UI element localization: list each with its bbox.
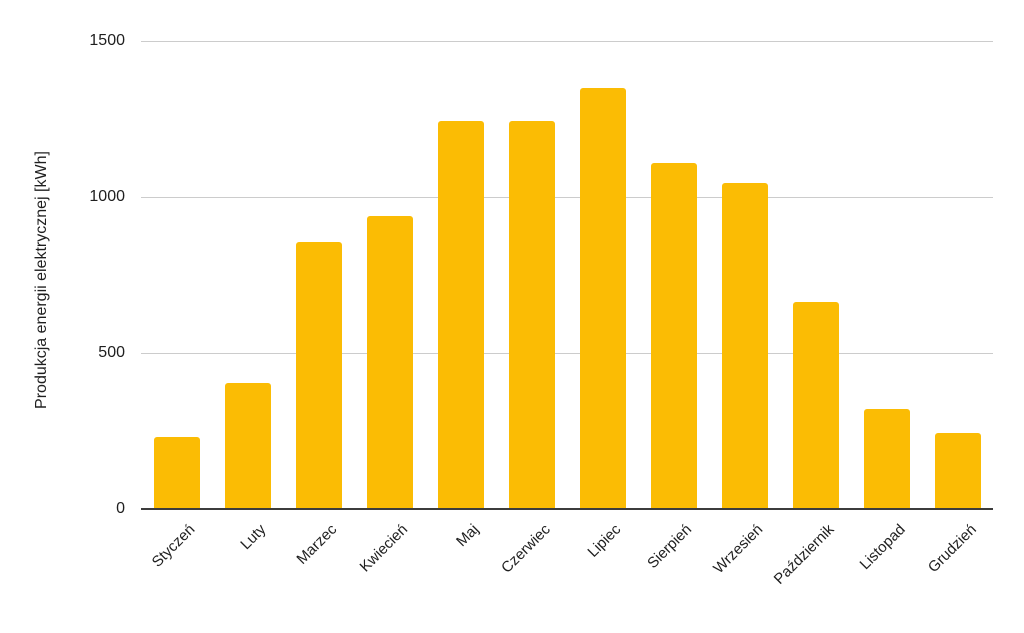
bar (579, 87, 626, 509)
bar (224, 382, 271, 509)
y-tick-label: 1000 (89, 188, 125, 205)
x-axis-label: Grudzień (924, 521, 980, 577)
x-axis-label: Marzec (293, 521, 341, 568)
x-axis-label: Listopad (856, 521, 909, 574)
x-axis-label: Sierpień (644, 521, 696, 572)
x-axis-label: Czerwiec (497, 521, 554, 577)
x-axis-label: Kwiecień (357, 521, 412, 576)
x-axis-label: Lipiec (584, 521, 625, 561)
x-axis-label: Październik (770, 521, 838, 588)
gridline (141, 352, 993, 354)
plot-area (141, 40, 993, 510)
bar (437, 120, 484, 509)
bar (153, 437, 200, 509)
bar (650, 162, 697, 509)
x-axis-label: Maj (453, 521, 483, 551)
x-axis-baseline (141, 508, 993, 510)
bar (295, 242, 342, 509)
x-axis-label: Wrzesień (710, 521, 767, 578)
bar (792, 301, 839, 509)
x-axis-label: Luty (237, 521, 270, 554)
bar (508, 120, 555, 509)
bar (366, 215, 413, 509)
y-tick-label: 1500 (89, 32, 125, 49)
y-tick-label: 500 (98, 344, 125, 361)
x-axis-label: Styczeń (148, 521, 199, 571)
bar (721, 182, 768, 509)
y-axis-title: Produkcja energii elektrycznej [kWh] (33, 151, 50, 409)
bar (934, 432, 981, 509)
bar (863, 409, 910, 509)
y-tick-label: 0 (116, 500, 125, 517)
gridline (141, 40, 993, 42)
gridline (141, 196, 993, 198)
